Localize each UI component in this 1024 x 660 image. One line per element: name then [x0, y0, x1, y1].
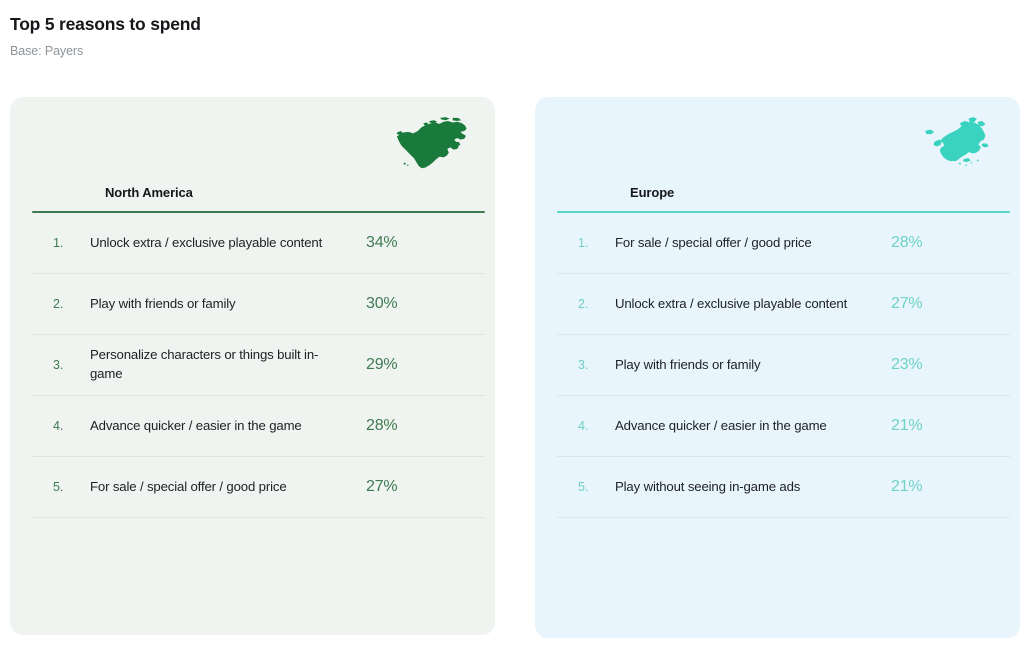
region-title: Europe	[630, 185, 675, 200]
region-title: North America	[105, 185, 193, 200]
reasons-list: 1. Unlock extra / exclusive playable con…	[32, 213, 485, 518]
row-label: Unlock extra / exclusive playable conten…	[615, 295, 848, 311]
row-rank: 5.	[53, 480, 64, 494]
table-row: 5. Play without seeing in-game ads 21%	[557, 457, 1010, 518]
row-value: 21%	[891, 478, 923, 495]
row-value: 34%	[366, 234, 398, 251]
row-label: Play without seeing in-game ads	[615, 478, 801, 494]
row-rank: 4.	[53, 419, 64, 433]
table-row: 2. Unlock extra / exclusive playable con…	[557, 274, 1010, 335]
row-value: 30%	[366, 295, 398, 312]
row-rank: 1.	[53, 236, 64, 250]
row-rank: 2.	[578, 297, 589, 311]
table-row: 2. Play with friends or family 30%	[32, 274, 485, 335]
row-value: 28%	[891, 234, 923, 251]
reasons-list: 1. For sale / special offer / good price…	[557, 213, 1010, 518]
table-row: 5. For sale / special offer / good price…	[32, 457, 485, 518]
row-value: 21%	[891, 417, 923, 434]
row-label: For sale / special offer / good price	[615, 234, 812, 250]
row-value: 27%	[366, 478, 398, 495]
row-label: Play with friends or family	[615, 356, 761, 372]
header: Top 5 reasons to spend Base: Payers	[10, 14, 201, 58]
north-america-map-icon	[392, 114, 470, 176]
region-accent-rule	[32, 211, 485, 213]
row-label: Unlock extra / exclusive playable conten…	[90, 234, 323, 250]
table-row: 1. For sale / special offer / good price…	[557, 213, 1010, 274]
page-title: Top 5 reasons to spend	[10, 14, 201, 34]
row-rank: 4.	[578, 419, 589, 433]
row-value: 29%	[366, 356, 398, 373]
europe-map-icon	[917, 114, 995, 176]
row-label: Advance quicker / easier in the game	[615, 417, 827, 433]
row-label: For sale / special offer / good price	[90, 478, 287, 494]
row-value: 27%	[891, 295, 923, 312]
row-label: Advance quicker / easier in the game	[90, 417, 302, 433]
row-rank: 3.	[53, 358, 64, 372]
table-row: 3. Personalize characters or things buil…	[32, 335, 485, 396]
page-subtitle: Base: Payers	[10, 44, 84, 58]
row-rank: 1.	[578, 236, 589, 250]
row-rank: 5.	[578, 480, 589, 494]
region-card-europe: Europe 1. For sale / special offer / goo…	[535, 97, 1020, 638]
region-card-north-america: North America 1. Unlock extra / exclusiv…	[10, 97, 495, 635]
row-label: Personalize characters or things built i…	[90, 347, 319, 381]
table-row: 3. Play with friends or family 23%	[557, 335, 1010, 396]
table-row: 4. Advance quicker / easier in the game …	[557, 396, 1010, 457]
row-value: 23%	[891, 356, 923, 373]
row-rank: 3.	[578, 358, 589, 372]
row-label: Play with friends or family	[90, 295, 236, 311]
region-accent-rule	[557, 211, 1010, 213]
row-value: 28%	[366, 417, 398, 434]
table-row: 4. Advance quicker / easier in the game …	[32, 396, 485, 457]
row-rank: 2.	[53, 297, 64, 311]
table-row: 1. Unlock extra / exclusive playable con…	[32, 213, 485, 274]
